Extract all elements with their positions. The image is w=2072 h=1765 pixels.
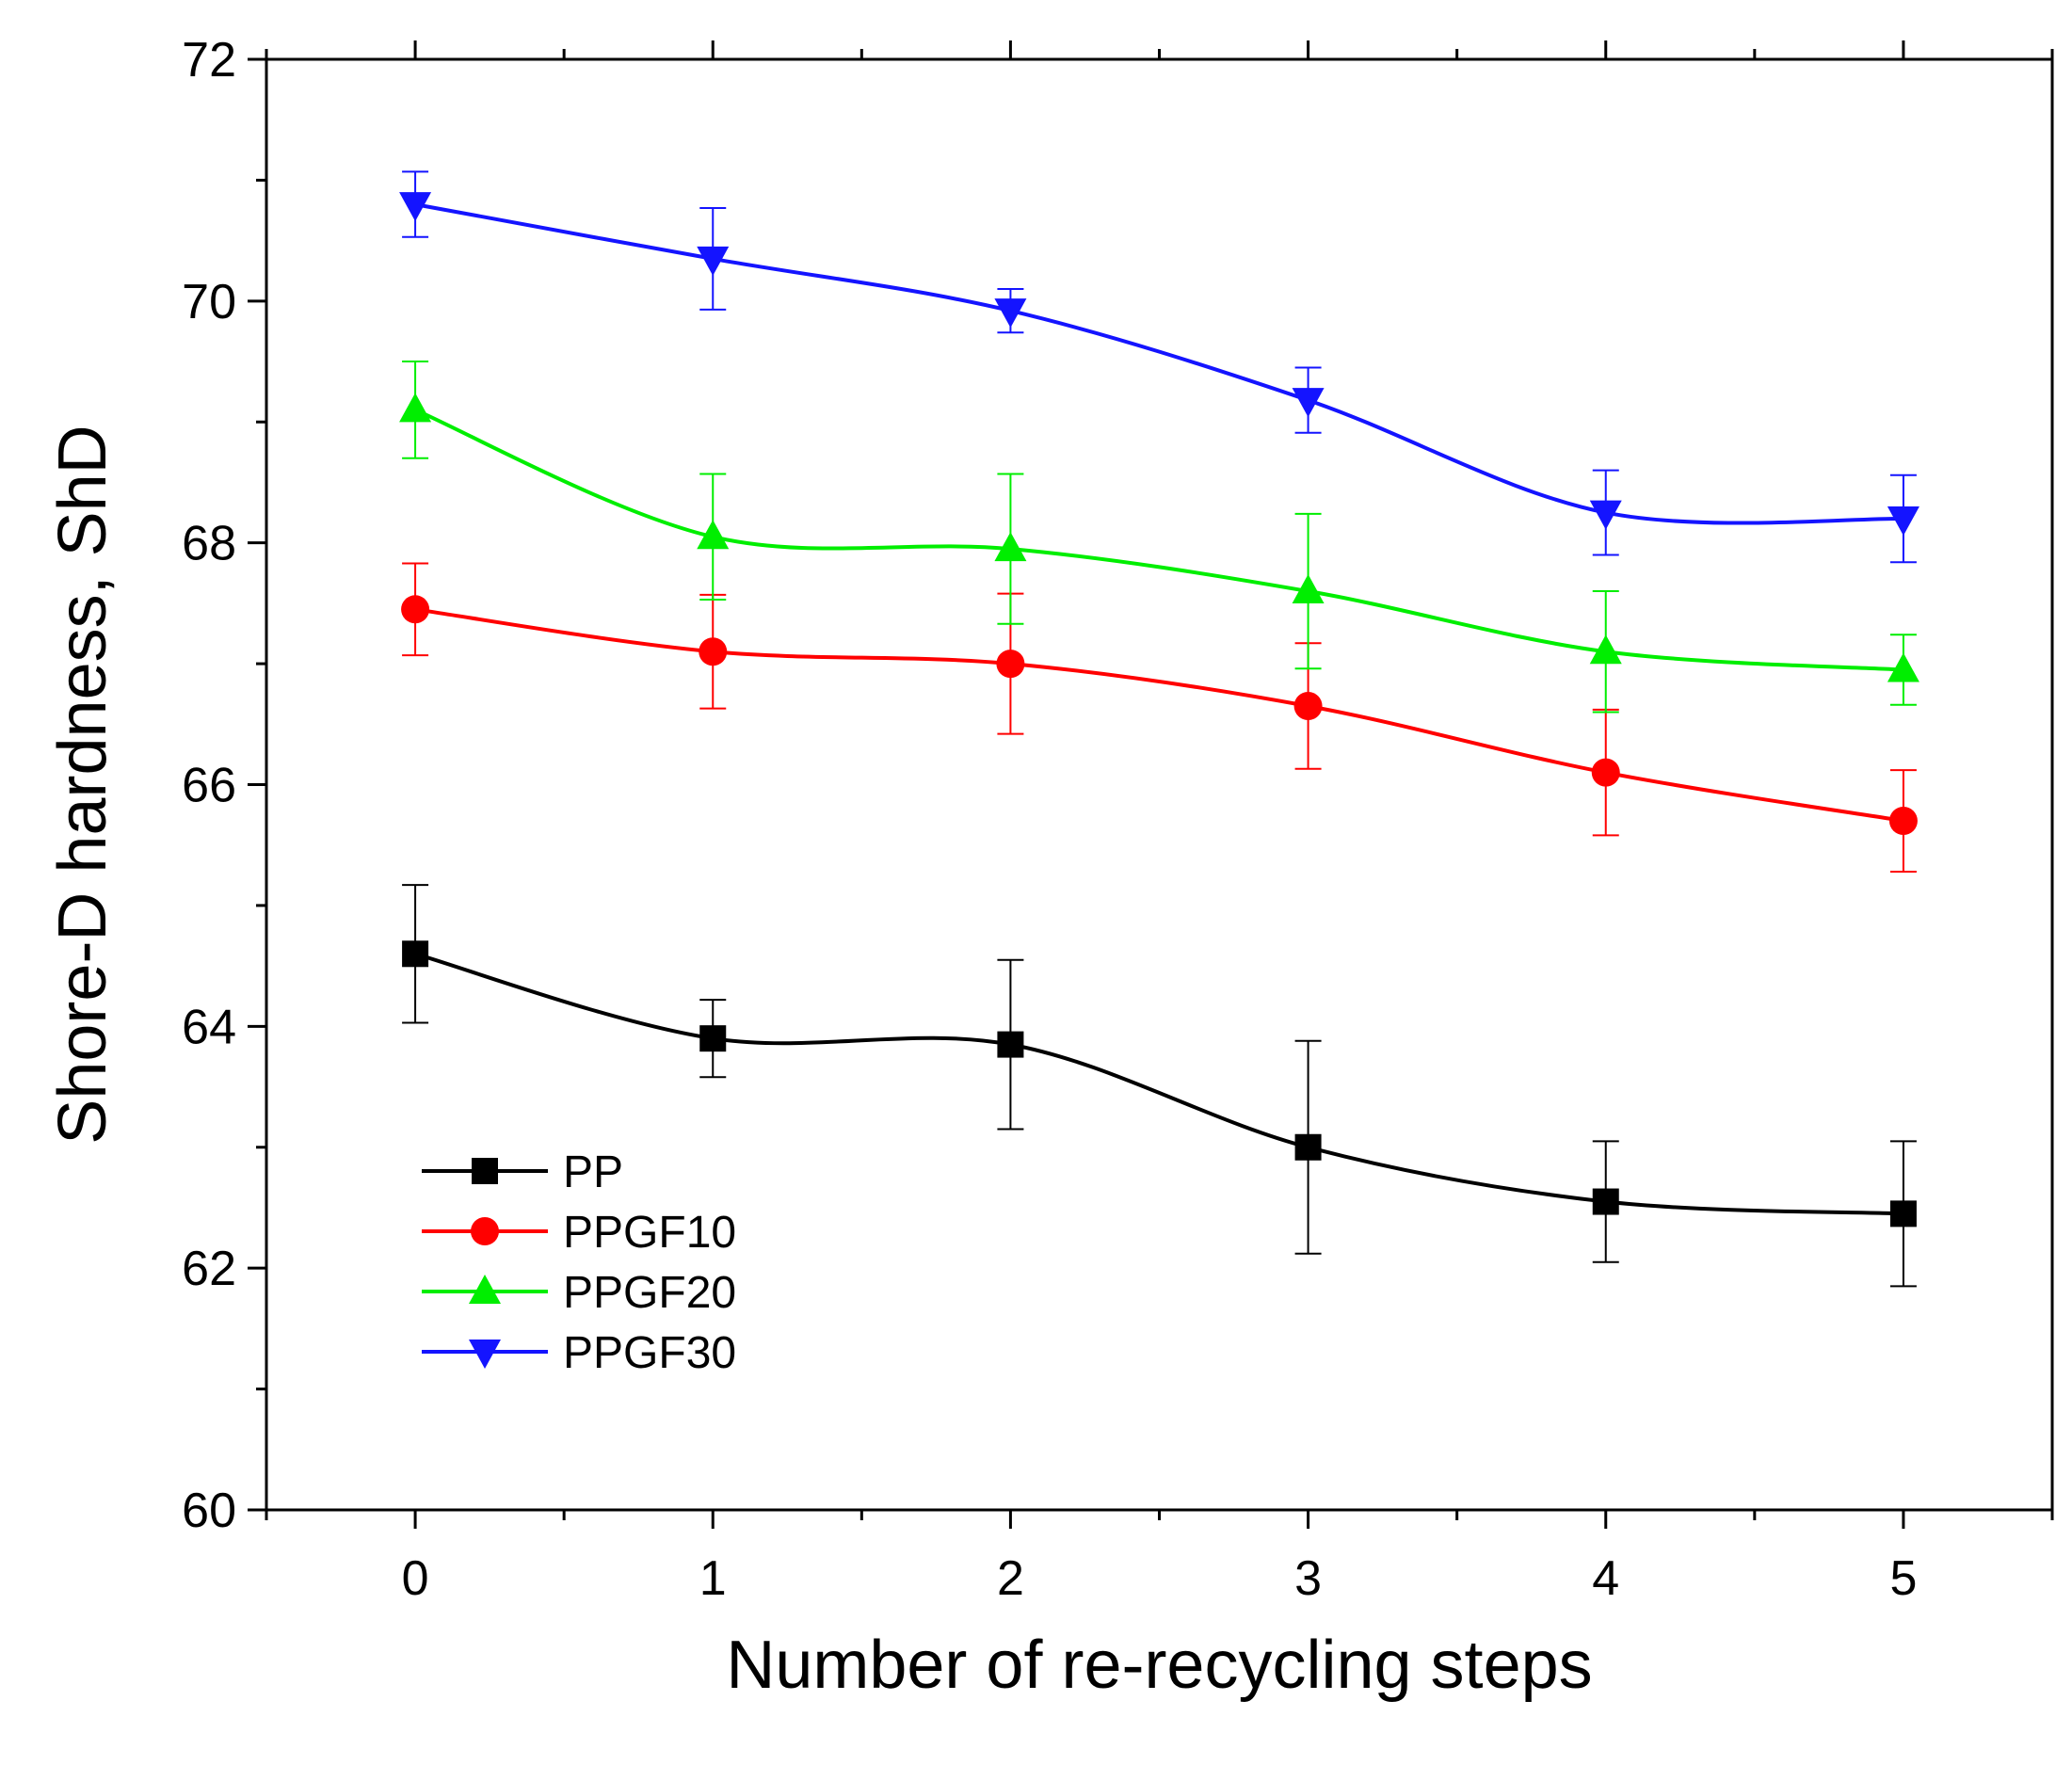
y-tick-label: 70 <box>182 275 236 329</box>
data-point-ppgf30 <box>994 298 1027 329</box>
series-line-pp <box>414 952 1904 1216</box>
axis-ticks <box>248 40 2054 1529</box>
data-point-pp <box>1294 1133 1322 1161</box>
y-tick-label: 72 <box>182 33 236 88</box>
y-tick-label: 68 <box>182 517 236 571</box>
data-point-pp <box>402 940 429 968</box>
legend-label: PP <box>563 1147 623 1197</box>
data-point-ppgf30 <box>1589 500 1622 530</box>
data-point-ppgf10 <box>1591 758 1620 787</box>
legend-item-pp: PP <box>422 1147 623 1197</box>
x-tick-label: 2 <box>997 1551 1024 1606</box>
series-line-ppgf20 <box>414 408 1904 672</box>
data-point-pp <box>1592 1188 1619 1215</box>
data-point-ppgf30 <box>399 192 432 222</box>
data-point-ppgf10 <box>1888 807 1918 836</box>
legend-item-ppgf30: PPGF30 <box>422 1328 736 1378</box>
data-point-ppgf10 <box>401 595 430 624</box>
error-bars <box>402 170 1917 1288</box>
data-point-pp <box>1889 1200 1917 1227</box>
data-point-pp <box>699 1025 727 1052</box>
legend-marker <box>471 1217 499 1245</box>
y-tick-label: 62 <box>182 1242 236 1296</box>
data-point-ppgf20 <box>1589 634 1622 665</box>
legend-label: PPGF10 <box>563 1208 736 1258</box>
tick-labels: 0 1 2 3 4 5 60 62 64 66 68 70 72 <box>182 33 1917 1606</box>
data-point-ppgf10 <box>1293 692 1323 721</box>
x-tick-label: 4 <box>1592 1551 1619 1606</box>
legend-item-ppgf10: PPGF10 <box>422 1208 736 1258</box>
legend: PP PPGF10 PPGF20 PPGF30 <box>422 1147 736 1378</box>
series-lines <box>414 202 1904 1216</box>
data-point-ppgf10 <box>699 637 728 666</box>
data-point-ppgf20 <box>1887 652 1919 682</box>
data-point-ppgf20 <box>399 393 432 423</box>
y-tick-label: 64 <box>182 1000 236 1054</box>
x-tick-label: 5 <box>1889 1551 1917 1606</box>
data-point-ppgf20 <box>1292 574 1325 604</box>
legend-marker <box>469 1275 501 1304</box>
series-line-ppgf30 <box>414 202 1903 525</box>
data-point-ppgf10 <box>996 650 1025 679</box>
x-axis-title: Number of re-recycling steps <box>726 1628 1592 1703</box>
x-tick-label: 0 <box>402 1551 429 1606</box>
y-tick-label: 66 <box>182 759 236 813</box>
legend-marker <box>469 1340 501 1369</box>
y-tick-label: 60 <box>182 1484 236 1538</box>
x-tick-label: 3 <box>1294 1551 1322 1606</box>
series-markers <box>399 192 1919 1227</box>
data-point-ppgf30 <box>1887 505 1919 536</box>
data-point-ppgf20 <box>697 520 730 550</box>
series-line-ppgf10 <box>414 607 1904 823</box>
legend-item-ppgf20: PPGF20 <box>422 1268 736 1318</box>
x-tick-label: 1 <box>699 1551 727 1606</box>
data-point-ppgf20 <box>994 532 1027 562</box>
data-point-ppgf30 <box>697 246 730 276</box>
data-point-ppgf30 <box>1292 388 1325 418</box>
y-axis-title: Shore-D hardness, ShD <box>45 425 120 1144</box>
legend-marker <box>472 1158 498 1184</box>
legend-label: PPGF30 <box>563 1328 736 1378</box>
data-point-pp <box>997 1031 1024 1058</box>
legend-label: PPGF20 <box>563 1268 736 1318</box>
